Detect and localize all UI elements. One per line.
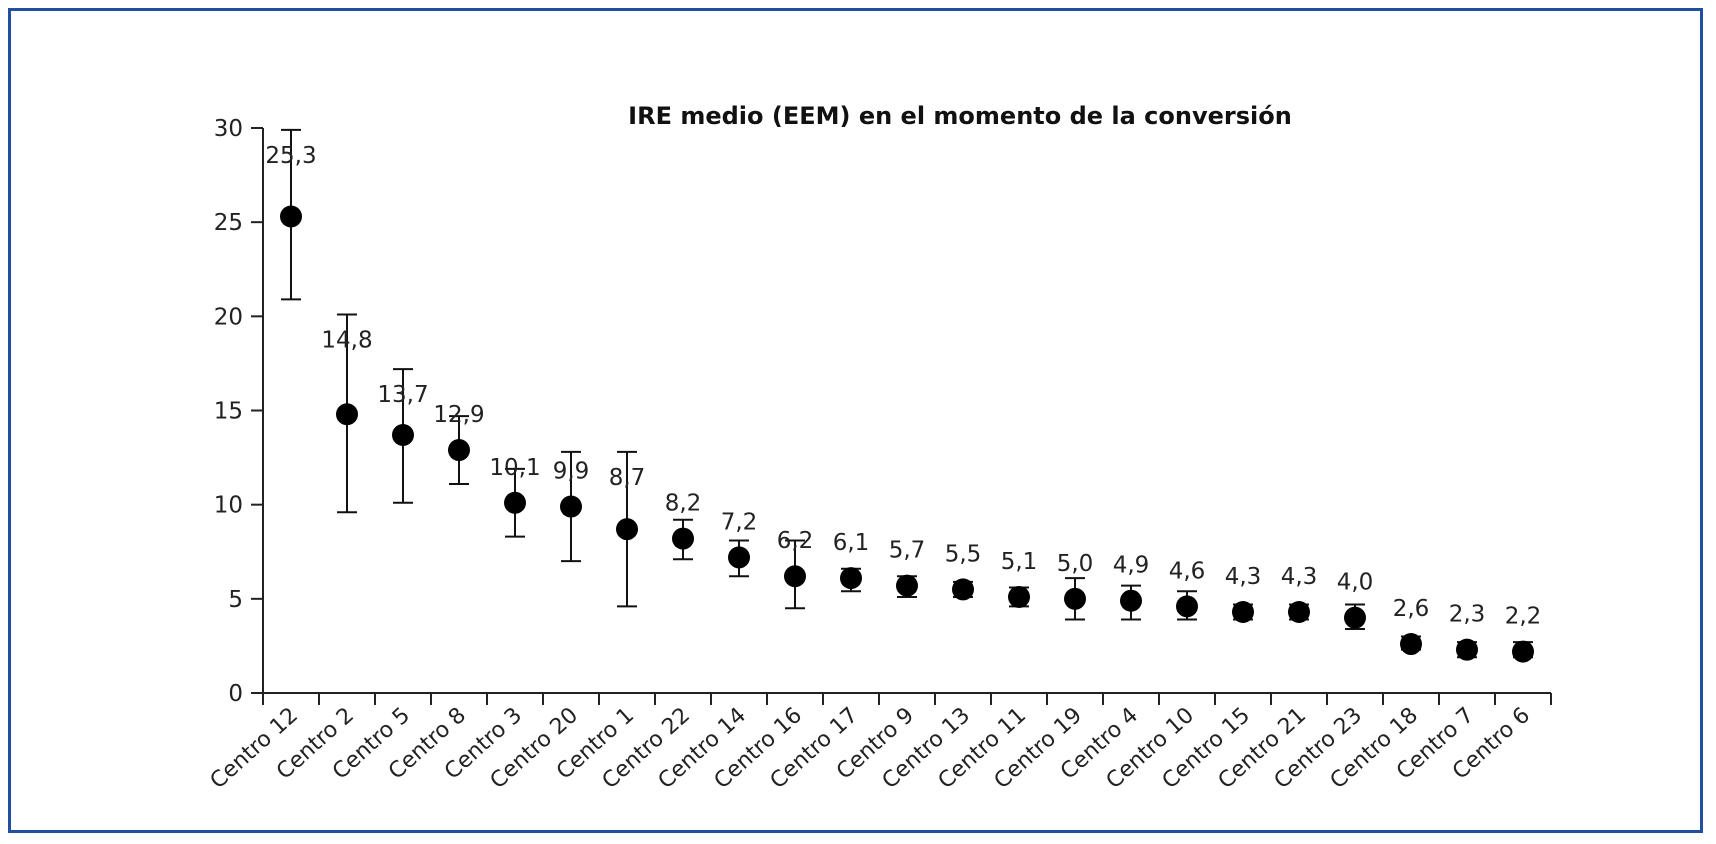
data-label: 4,9	[1113, 553, 1150, 579]
data-point	[672, 527, 694, 550]
y-tick-label: 0	[228, 681, 243, 707]
data-point	[448, 439, 470, 462]
data-point	[1120, 589, 1142, 612]
data-label: 14,8	[321, 327, 372, 353]
data-point	[784, 565, 806, 588]
data-point	[1512, 640, 1534, 663]
data-point	[336, 403, 358, 426]
data-label: 4,3	[1225, 564, 1262, 590]
data-point	[280, 205, 302, 228]
data-label: 4,0	[1337, 570, 1374, 596]
y-tick-label: 25	[214, 210, 243, 236]
data-label: 8,7	[609, 465, 646, 491]
chart-title: IRE medio (EEM) en el momento de la conv…	[628, 102, 1292, 130]
data-label: 13,7	[377, 382, 428, 408]
data-point	[1064, 587, 1086, 610]
data-label: 5,5	[945, 541, 982, 567]
data-point	[504, 491, 526, 514]
data-point	[1232, 601, 1254, 624]
data-point	[840, 567, 862, 590]
data-point	[1456, 638, 1478, 661]
data-label: 6,2	[777, 528, 814, 554]
y-ticks: 0 5 10 15 20 25 30	[214, 116, 263, 707]
data-label: 5,1	[1001, 549, 1038, 575]
data-point	[560, 495, 582, 518]
data-label: 2,3	[1449, 602, 1486, 628]
data-label: 4,3	[1281, 564, 1318, 590]
data-label: 7,2	[721, 509, 758, 535]
data-label: 4,6	[1169, 558, 1206, 584]
data-labels: 25,3 14,8 13,712,9 10,1 9,9 8,7 8,2 7,2 6,2 6,1 5,…	[265, 143, 1541, 630]
data-label: 8,2	[665, 491, 702, 517]
data-label: 12,9	[433, 402, 484, 428]
data-point	[1008, 585, 1030, 608]
data-point	[392, 423, 414, 446]
data-point	[1288, 601, 1310, 624]
data-point	[616, 518, 638, 541]
data-point	[1344, 606, 1366, 629]
y-tick-label: 30	[214, 116, 243, 142]
y-tick-label: 5	[228, 587, 243, 613]
y-tick-label: 10	[214, 493, 243, 519]
data-label: 2,2	[1505, 604, 1542, 630]
data-label: 2,6	[1393, 596, 1430, 622]
data-point	[1176, 595, 1198, 618]
data-label: 10,1	[489, 455, 540, 481]
data-point	[896, 574, 918, 597]
data-label: 9,9	[553, 459, 590, 485]
data-label: 5,0	[1057, 551, 1094, 577]
data-points	[280, 205, 1534, 663]
chart-frame	[8, 8, 1703, 833]
data-label: 6,1	[833, 530, 870, 556]
y-tick-label: 20	[214, 304, 243, 330]
data-point	[1400, 633, 1422, 656]
data-point	[728, 546, 750, 569]
y-tick-label: 15	[214, 399, 243, 425]
data-label: 5,7	[889, 538, 926, 564]
data-label: 25,3	[265, 143, 316, 169]
data-point	[952, 578, 974, 601]
